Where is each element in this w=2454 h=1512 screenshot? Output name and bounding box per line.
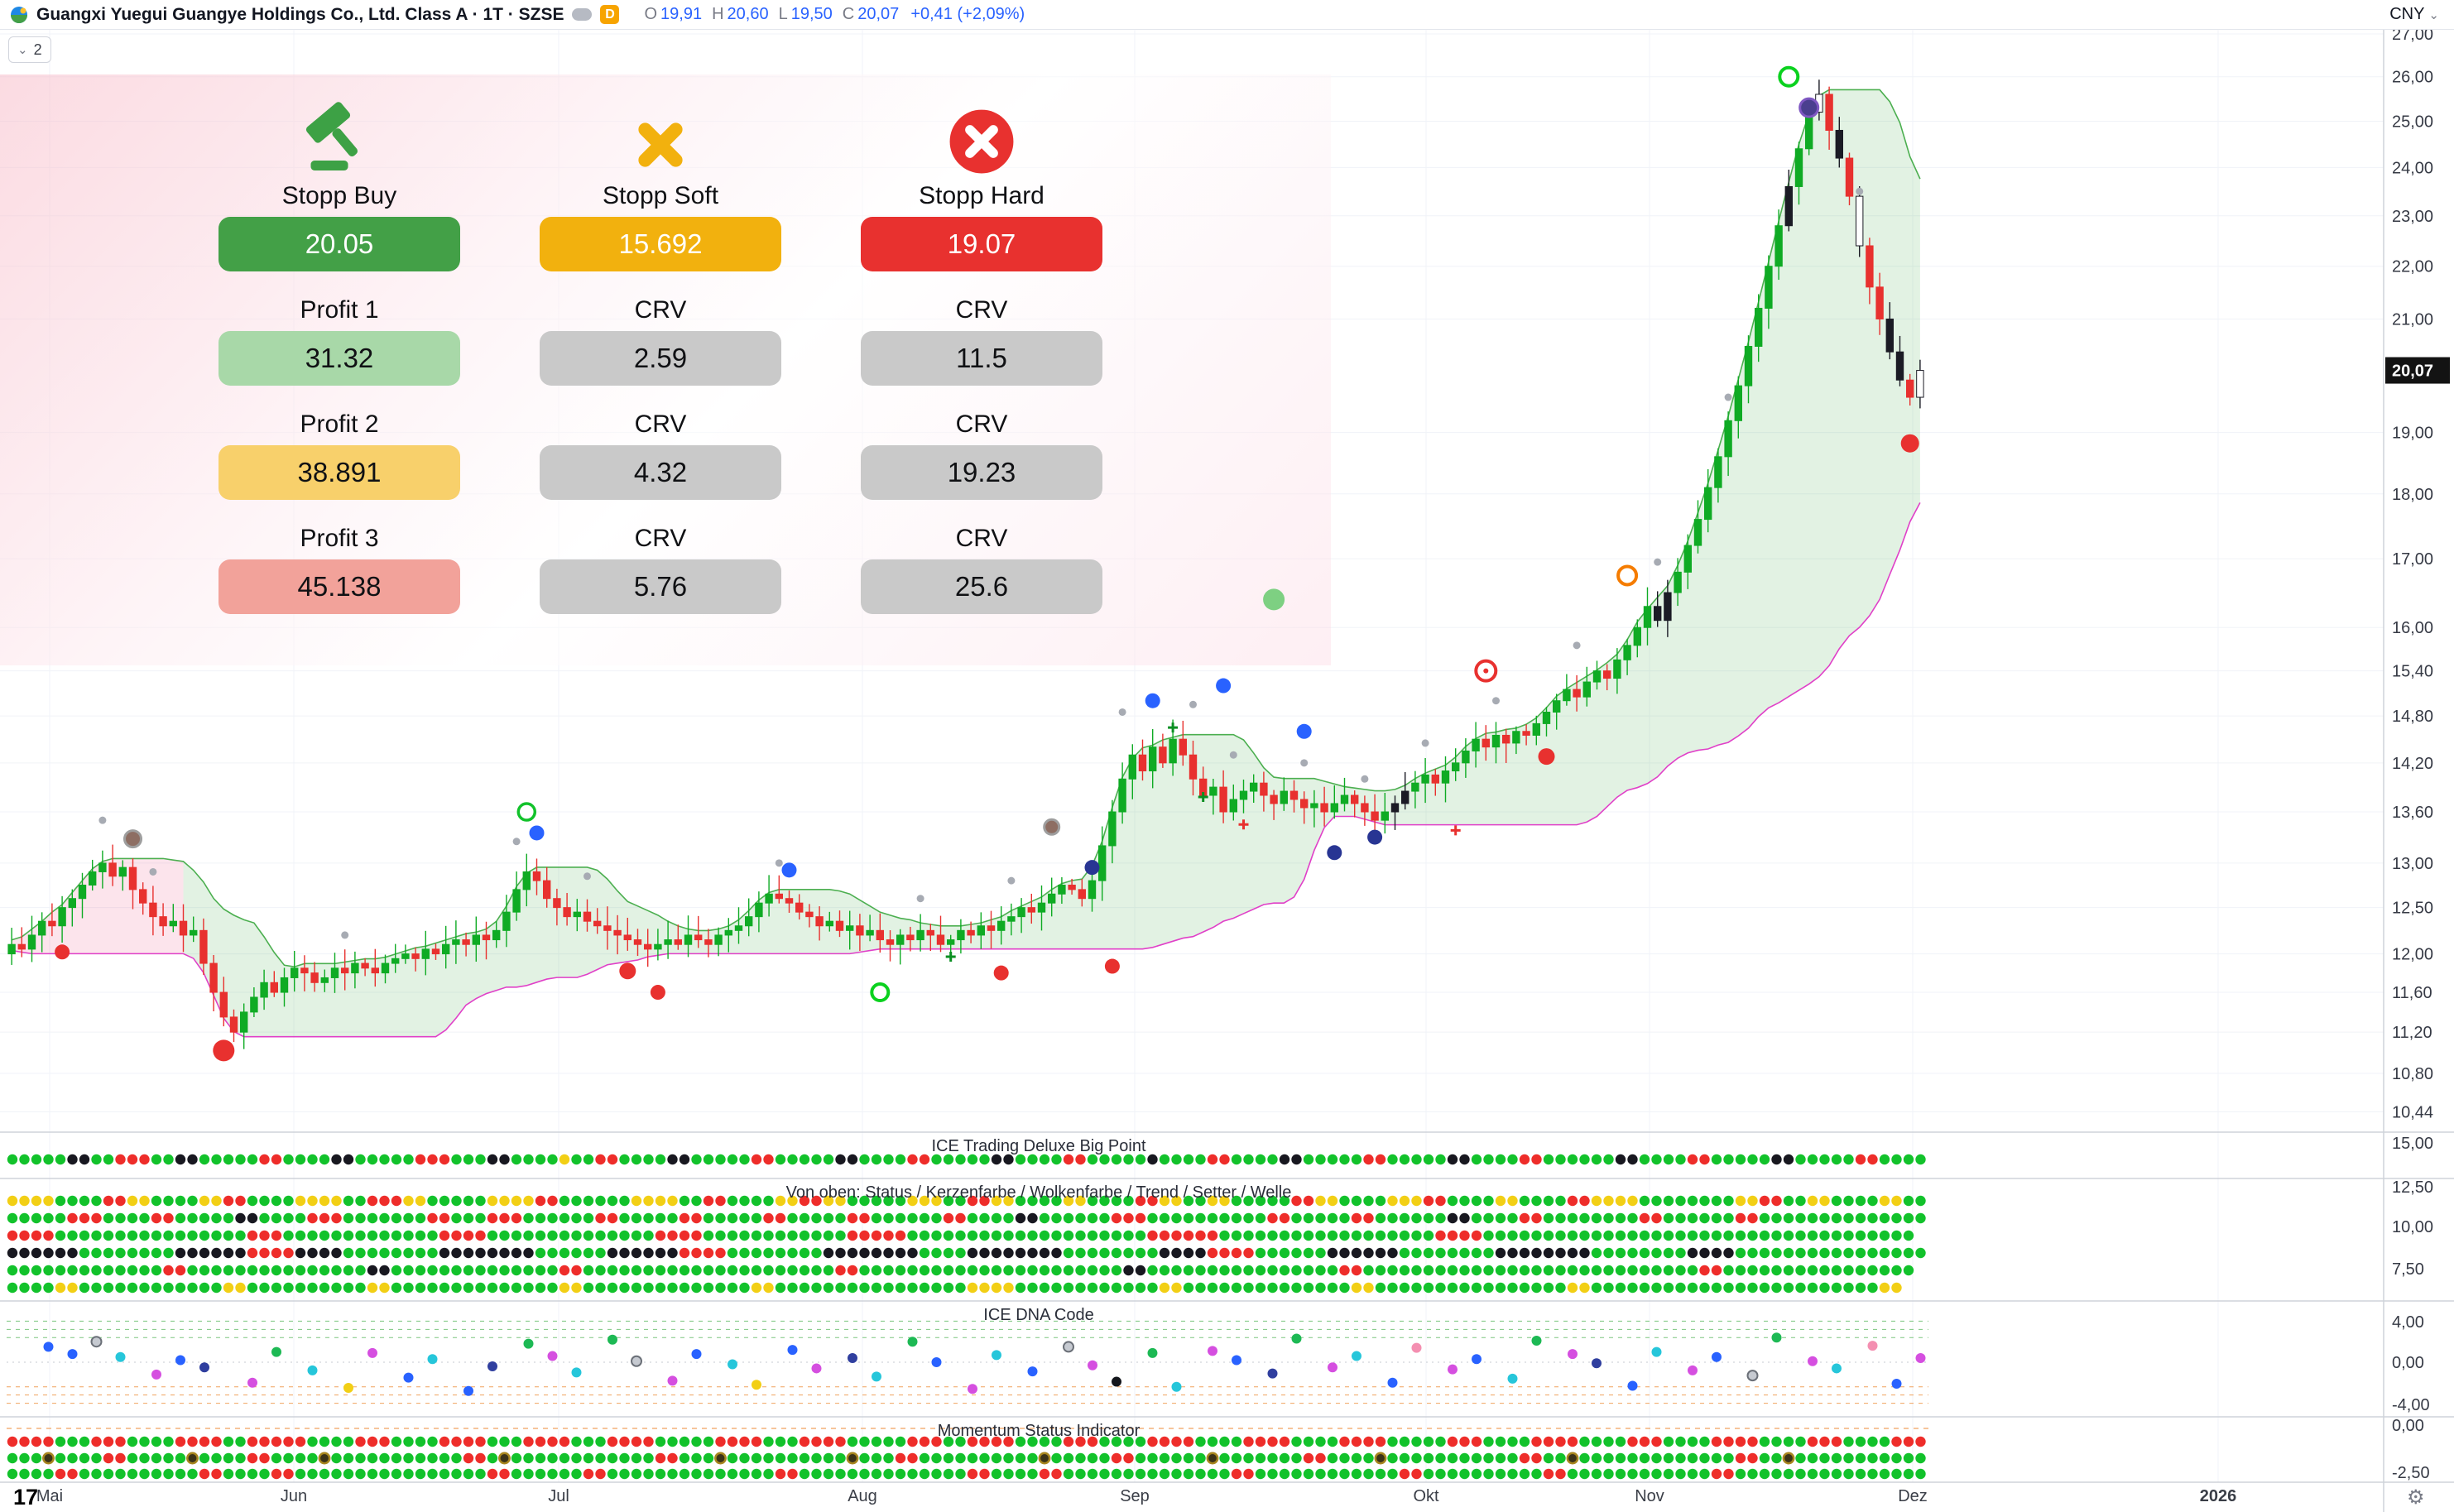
object-count: 2 — [33, 41, 42, 58]
svg-text:Aug: Aug — [848, 1487, 877, 1505]
row-label: CRV — [955, 410, 1008, 438]
svg-text:Jun: Jun — [281, 1487, 307, 1505]
svg-text:16,00: 16,00 — [2392, 619, 2433, 637]
pane-separator[interactable] — [0, 1176, 2454, 1181]
svg-text:17: 17 — [13, 1485, 38, 1510]
svg-text:4,00: 4,00 — [2392, 1313, 2424, 1332]
row-label: CRV — [955, 525, 1008, 552]
svg-text:25,00: 25,00 — [2392, 113, 2433, 131]
crv-value: 2.59 — [540, 331, 781, 386]
instrument-logo — [10, 6, 28, 24]
gavel-icon — [300, 83, 379, 175]
svg-text:21,00: 21,00 — [2392, 310, 2433, 329]
signal-title: Stopp Buy — [281, 182, 397, 209]
delayed-data-badge[interactable]: D — [600, 5, 620, 24]
svg-text:14,80: 14,80 — [2392, 708, 2433, 726]
profit1-value: 31.32 — [219, 331, 460, 386]
profit2-value: 38.891 — [219, 445, 460, 500]
svg-text:15,40: 15,40 — [2392, 663, 2433, 681]
crv-value: 5.76 — [540, 559, 781, 614]
svg-text:14,20: 14,20 — [2392, 755, 2433, 773]
svg-text:10,80: 10,80 — [2392, 1065, 2433, 1083]
row-label: CRV — [634, 525, 687, 552]
svg-text:2026: 2026 — [2200, 1487, 2237, 1505]
chevron-down-icon: ⌄ — [17, 43, 28, 57]
svg-text:19,00: 19,00 — [2392, 425, 2433, 443]
svg-text:26,00: 26,00 — [2392, 69, 2433, 87]
price-axis[interactable] — [2384, 30, 2454, 1482]
signal-column-stopp-soft: Stopp Soft 15.692 CRV 2.59 CRV 4.32 CRV … — [520, 74, 801, 665]
chart-canvas[interactable]: 27,0026,0025,0024,0023,0022,0021,0019,00… — [0, 30, 2454, 1512]
signal-column-stopp-buy: Stopp Buy 20.05 Profit 1 31.32 Profit 2 … — [199, 74, 480, 665]
svg-text:Jul: Jul — [548, 1487, 569, 1505]
stopp-buy-value: 20.05 — [219, 217, 460, 271]
pane-title-dna[interactable]: ICE DNA Code — [983, 1306, 1094, 1324]
signal-title: Stopp Soft — [602, 182, 719, 209]
svg-text:13,60: 13,60 — [2392, 804, 2433, 822]
svg-text:Sep: Sep — [1120, 1487, 1150, 1505]
row-label: Profit 1 — [300, 296, 379, 324]
stopp-soft-value: 15.692 — [540, 217, 781, 271]
svg-text:12,00: 12,00 — [2392, 946, 2433, 964]
crv-value: 4.32 — [540, 445, 781, 500]
profit3-value: 45.138 — [219, 559, 460, 614]
svg-text:-4,00: -4,00 — [2392, 1396, 2430, 1414]
cross-icon — [630, 83, 691, 175]
pane-title-momentum[interactable]: Momentum Status Indicator — [937, 1422, 1141, 1440]
row-label: Profit 3 — [300, 525, 379, 552]
svg-text:7,50: 7,50 — [2392, 1260, 2424, 1279]
svg-text:Dez: Dez — [1898, 1487, 1928, 1505]
ohlc-values: O 19,91 H 20,60 L 19,50 C 20,07 +0,41 (+2,09… — [644, 5, 1025, 23]
crv-value: 11.5 — [861, 331, 1102, 386]
crv-value: 25.6 — [861, 559, 1102, 614]
chevron-down-icon: ⌄ — [2428, 7, 2439, 22]
svg-text:0,00: 0,00 — [2392, 1417, 2424, 1435]
signal-column-stopp-hard: Stopp Hard 19.07 CRV 11.5 CRV 19.23 CRV … — [841, 74, 1122, 665]
crv-value: 19.23 — [861, 445, 1102, 500]
time-axis[interactable] — [0, 1482, 2384, 1512]
svg-text:12,50: 12,50 — [2392, 900, 2433, 918]
svg-text:24,00: 24,00 — [2392, 159, 2433, 177]
symbol-title[interactable]: Guangxi Yuegui Guangye Holdings Co., Ltd… — [36, 4, 564, 24]
svg-text:11,60: 11,60 — [2392, 984, 2432, 1002]
row-label: CRV — [634, 410, 687, 438]
flag-icon[interactable] — [572, 8, 593, 21]
svg-text:12,50: 12,50 — [2392, 1178, 2433, 1197]
chart-region: 27,00 26,00 25,00 24,00 23,00 22,00 21,00 19,00… — [0, 30, 2454, 1512]
pane-separator[interactable] — [0, 1480, 2454, 1485]
svg-text:-2,50: -2,50 — [2392, 1464, 2430, 1482]
svg-text:27,00: 27,00 — [2392, 30, 2433, 44]
object-tree-chip[interactable]: ⌄ 2 — [8, 36, 51, 63]
svg-text:Mai: Mai — [36, 1487, 63, 1505]
pane-separator[interactable] — [0, 1298, 2454, 1303]
change-value: +0,41 (+2,09%) — [910, 5, 1025, 23]
signal-title: Stopp Hard — [919, 182, 1045, 209]
svg-text:Okt: Okt — [1413, 1487, 1439, 1505]
row-label: CRV — [955, 296, 1008, 324]
svg-text:18,00: 18,00 — [2392, 486, 2433, 504]
row-label: Profit 2 — [300, 410, 379, 438]
toolbar: Guangxi Yuegui Guangye Holdings Co., Ltd… — [0, 0, 2454, 30]
svg-text:10,44: 10,44 — [2392, 1103, 2433, 1121]
svg-text:Nov: Nov — [1635, 1487, 1664, 1505]
svg-text:11,20: 11,20 — [2392, 1024, 2432, 1042]
svg-text:15,00: 15,00 — [2392, 1135, 2433, 1153]
signal-panel: Stopp Buy 20.05 Profit 1 31.32 Profit 2 … — [0, 74, 1331, 665]
pane-separator[interactable] — [0, 1130, 2454, 1135]
stopp-hard-value: 19.07 — [861, 217, 1102, 271]
circle-x-icon — [948, 83, 1016, 175]
svg-text:20,07: 20,07 — [2392, 362, 2433, 381]
row-label: CRV — [634, 296, 687, 324]
svg-text:17,00: 17,00 — [2392, 550, 2433, 569]
pane-title-bigpoint[interactable]: ICE Trading Deluxe Big Point — [931, 1137, 1146, 1155]
svg-text:⚙: ⚙ — [2407, 1486, 2425, 1509]
svg-text:22,00: 22,00 — [2392, 258, 2433, 276]
svg-text:0,00: 0,00 — [2392, 1354, 2424, 1372]
pane-separator[interactable] — [0, 1414, 2454, 1419]
svg-text:10,00: 10,00 — [2392, 1218, 2433, 1236]
currency-selector[interactable]: CNY ⌄ — [2389, 5, 2439, 23]
svg-text:23,00: 23,00 — [2392, 208, 2433, 226]
svg-text:13,00: 13,00 — [2392, 855, 2433, 873]
pane-title-vonoben[interactable]: Von oben: Status / Kerzenfarbe / Wolkenf… — [785, 1183, 1292, 1202]
